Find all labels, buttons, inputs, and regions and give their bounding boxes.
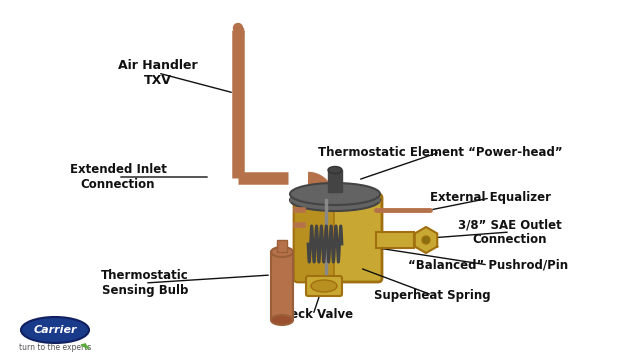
Bar (376, 232, 414, 248)
Text: turn to the experts: turn to the experts (19, 343, 91, 352)
FancyBboxPatch shape (294, 194, 334, 282)
Ellipse shape (21, 317, 89, 343)
Ellipse shape (328, 166, 342, 174)
FancyBboxPatch shape (306, 276, 342, 296)
FancyBboxPatch shape (294, 194, 382, 282)
Ellipse shape (271, 315, 293, 325)
Text: External Equalizer: External Equalizer (429, 192, 550, 204)
Text: 3/8” SAE Outlet
Connection: 3/8” SAE Outlet Connection (458, 218, 562, 246)
Polygon shape (415, 227, 437, 253)
Ellipse shape (311, 280, 337, 292)
Text: Carrier: Carrier (33, 325, 77, 335)
Text: Air Handler
TXV: Air Handler TXV (118, 59, 198, 87)
Text: Extended Inlet
Connection: Extended Inlet Connection (70, 163, 166, 191)
Text: Thermostatic
Sensing Bulb: Thermostatic Sensing Bulb (101, 269, 189, 297)
Text: Thermostatic Element “Power-head”: Thermostatic Element “Power-head” (317, 145, 563, 158)
Text: “Balanced” Pushrod/Pin: “Balanced” Pushrod/Pin (408, 258, 568, 271)
Ellipse shape (234, 23, 243, 32)
Bar (277, 240, 287, 252)
Text: Check Valve: Check Valve (273, 309, 353, 321)
Polygon shape (81, 344, 89, 349)
Ellipse shape (271, 247, 293, 257)
Bar (271, 252, 293, 320)
Text: Superheat Spring: Superheat Spring (374, 288, 490, 302)
Bar (328, 170, 342, 192)
Ellipse shape (290, 189, 380, 211)
Ellipse shape (290, 183, 380, 205)
Ellipse shape (422, 236, 430, 244)
Bar (234, 28, 243, 34)
Bar (290, 194, 380, 202)
